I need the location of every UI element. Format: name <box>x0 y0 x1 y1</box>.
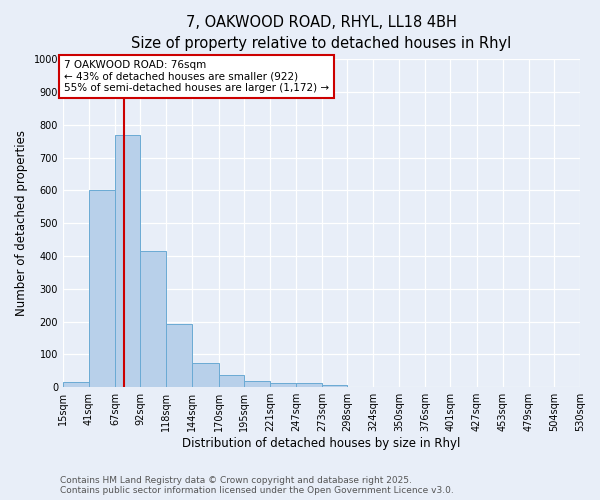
Bar <box>166 324 193 387</box>
X-axis label: Distribution of detached houses by size in Rhyl: Distribution of detached houses by size … <box>182 437 461 450</box>
Title: 7, OAKWOOD ROAD, RHYL, LL18 4BH
Size of property relative to detached houses in : 7, OAKWOOD ROAD, RHYL, LL18 4BH Size of … <box>131 15 512 51</box>
Bar <box>244 380 270 387</box>
Bar <box>322 384 347 387</box>
Y-axis label: Number of detached properties: Number of detached properties <box>15 130 28 316</box>
Bar <box>218 374 244 387</box>
Bar <box>270 383 296 387</box>
Bar <box>140 251 166 387</box>
Bar <box>115 134 140 387</box>
Bar <box>63 382 89 387</box>
Text: Contains HM Land Registry data © Crown copyright and database right 2025.
Contai: Contains HM Land Registry data © Crown c… <box>60 476 454 495</box>
Bar <box>193 362 218 387</box>
Text: 7 OAKWOOD ROAD: 76sqm
← 43% of detached houses are smaller (922)
55% of semi-det: 7 OAKWOOD ROAD: 76sqm ← 43% of detached … <box>64 60 329 93</box>
Bar <box>89 190 115 387</box>
Bar <box>296 383 322 387</box>
